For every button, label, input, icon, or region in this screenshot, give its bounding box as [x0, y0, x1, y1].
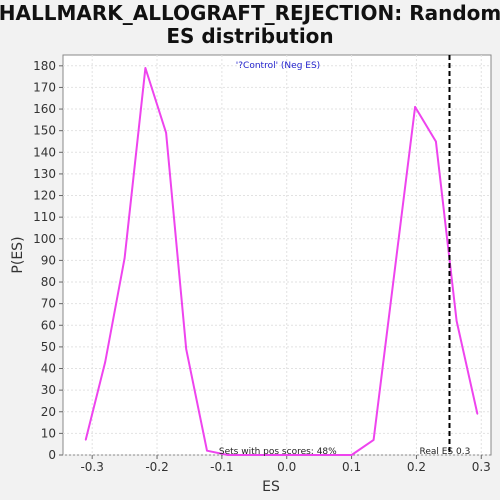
x-tick-label: -0.1 — [210, 460, 233, 474]
x-tick-label: 0.0 — [277, 460, 296, 474]
x-tick-label: -0.3 — [80, 460, 103, 474]
y-tick-label: 170 — [33, 80, 56, 94]
y-tick-label: 10 — [41, 426, 56, 440]
data-point — [144, 67, 147, 69]
plot-area — [62, 54, 492, 456]
data-point — [226, 454, 229, 456]
data-point — [104, 361, 106, 363]
y-tick-label: 180 — [33, 59, 56, 73]
data-point — [206, 449, 208, 452]
data-point — [414, 106, 416, 108]
data-point — [372, 439, 375, 441]
series-group — [84, 67, 479, 456]
data-point — [435, 140, 437, 143]
data-point — [350, 454, 353, 456]
data-point — [285, 454, 288, 456]
y-tick-label: 130 — [33, 167, 56, 181]
pos-scores-annotation: Sets with pos scores: 48% — [219, 447, 337, 457]
y-tick-label: 100 — [33, 232, 56, 246]
x-tick-label: -0.2 — [145, 460, 168, 474]
y-tick-label: 50 — [41, 340, 56, 354]
data-point — [123, 257, 126, 260]
x-tick-label: 0.1 — [342, 460, 361, 474]
y-tick-label: 20 — [41, 405, 56, 419]
y-tick-label: 70 — [41, 297, 56, 311]
y-tick-label: 80 — [41, 275, 56, 289]
y-tick-label: 120 — [33, 189, 56, 203]
real-es-label: Real ES 0.3 — [419, 447, 470, 457]
y-tick-label: 140 — [33, 145, 56, 159]
chart-title-line-1: HALLMARK_ALLOGRAFT_REJECTION: Random — [0, 1, 500, 25]
axes: 0 10 20 30 40 50 60 70 80 90 100 110 120 130 140 150 160… — [33, 59, 491, 474]
y-tick-label: 90 — [41, 253, 56, 267]
grid — [63, 55, 491, 456]
x-tick-label: 0.3 — [472, 460, 491, 474]
data-point — [84, 439, 87, 441]
y-tick-label: 30 — [41, 383, 56, 397]
y-tick-label: 0 — [48, 448, 56, 462]
y-tick-label: 40 — [41, 362, 56, 376]
y-tick-label: 160 — [33, 102, 56, 116]
x-tick-label: 0.2 — [407, 460, 426, 474]
x-axis-label: ES — [262, 479, 280, 495]
y-tick-label: 60 — [41, 318, 56, 332]
data-point — [455, 320, 458, 322]
chart-title-line-2: ES distribution — [166, 24, 333, 48]
y-tick-label: 110 — [33, 210, 56, 224]
y-axis-label: P(ES) — [10, 236, 26, 273]
chart-subtitle: '?Control' (Neg ES) — [236, 61, 320, 71]
data-point — [185, 348, 188, 350]
data-point — [476, 413, 479, 415]
y-tick-label: 150 — [33, 124, 56, 138]
data-point — [165, 132, 167, 134]
